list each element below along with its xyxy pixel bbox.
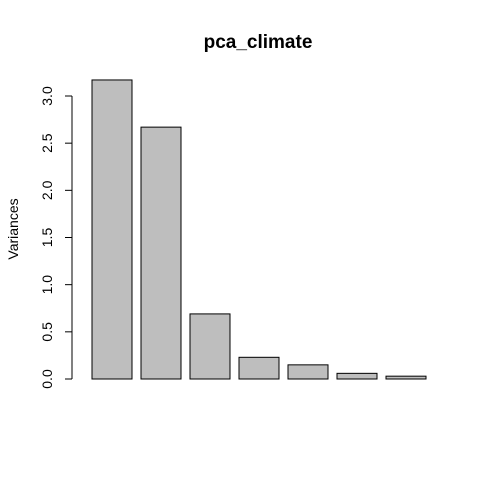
bars-group	[91, 79, 427, 380]
y-tick-label: 0.5	[39, 322, 55, 342]
bar-5	[287, 364, 329, 380]
y-axis-label: Variances	[5, 198, 21, 259]
y-tick-label: 0.0	[39, 369, 55, 389]
bar-4	[238, 356, 280, 380]
y-tick-label: 2.0	[39, 180, 55, 200]
y-axis: 0.0 0.5 1.0 1.5 2.0 2.5 3.0	[39, 86, 73, 389]
y-tick-label: 1.0	[39, 275, 55, 295]
bar-2	[140, 126, 182, 380]
y-tick-label: 2.5	[39, 133, 55, 153]
bar-3	[189, 313, 231, 380]
bar-1	[91, 79, 133, 380]
bar-7	[385, 375, 427, 380]
bar-6	[336, 372, 378, 380]
y-tick-label: 3.0	[39, 86, 55, 106]
chart-title: pca_climate	[204, 32, 313, 53]
y-tick-label: 1.5	[39, 228, 55, 248]
